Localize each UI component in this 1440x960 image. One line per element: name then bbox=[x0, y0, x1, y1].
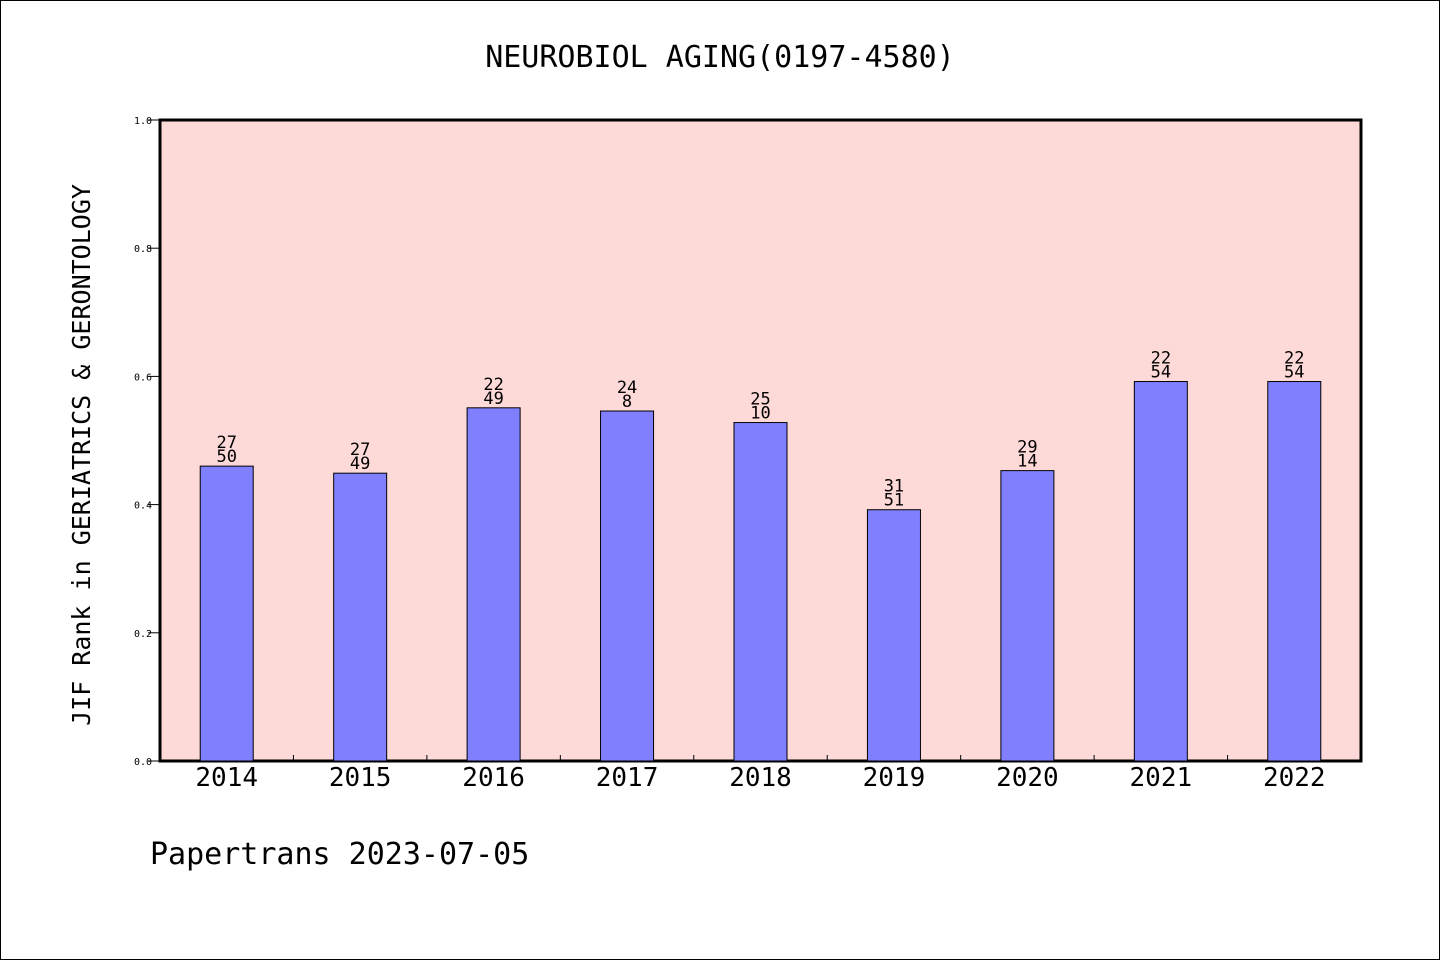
x-tick-label-2019: 2019 bbox=[863, 763, 926, 793]
bar-label-rank-2021: 22 bbox=[1151, 349, 1171, 369]
bar-label-rank-2014: 27 bbox=[216, 433, 236, 453]
bar-label-rank-2017: 24 bbox=[617, 378, 637, 398]
x-axis: 2014 2015 2016 2017 2018 2019 2020 2021 2022 bbox=[195, 755, 1326, 793]
y-tick-label: 0.6 bbox=[134, 372, 152, 383]
bar-2019 bbox=[866, 509, 921, 762]
y-tick-label: 0.8 bbox=[134, 244, 152, 255]
x-tick-label-2022: 2022 bbox=[1263, 763, 1326, 793]
bar-2017 bbox=[600, 410, 655, 762]
x-tick-label-2018: 2018 bbox=[729, 763, 792, 793]
bar-label-total-2016: 49 bbox=[483, 389, 503, 409]
bar-2022 bbox=[1267, 381, 1322, 762]
y-tick-label: 0.2 bbox=[134, 629, 152, 640]
y-tick-label: 0.0 bbox=[134, 757, 152, 768]
bar-label-rank-2015: 27 bbox=[350, 440, 370, 460]
x-tick-label-2015: 2015 bbox=[329, 763, 392, 793]
bars-group bbox=[199, 381, 1322, 762]
bar-2020 bbox=[1000, 470, 1055, 762]
bar-label-total-2017: 8 bbox=[622, 392, 632, 412]
x-tick-label-2014: 2014 bbox=[195, 763, 258, 793]
y-axis-label: JIF Rank in GERIATRICS & GERONTOLOGY bbox=[67, 184, 96, 726]
bar-2014 bbox=[199, 465, 254, 762]
y-axis: 0.0 0.2 0.4 0.6 0.8 1.0 bbox=[134, 116, 160, 768]
bar-label-total-2020: 14 bbox=[1017, 452, 1037, 472]
bar-label-rank-2018: 25 bbox=[750, 390, 770, 410]
bar-2021 bbox=[1133, 381, 1188, 762]
x-tick-label-2017: 2017 bbox=[596, 763, 659, 793]
bar-label-total-2014: 50 bbox=[216, 447, 236, 467]
bar-label-rank-2016: 22 bbox=[483, 375, 503, 395]
chart-title: NEUROBIOL AGING(0197-4580) bbox=[485, 40, 955, 75]
bar-label-total-2021: 54 bbox=[1151, 363, 1171, 383]
bar-2015 bbox=[333, 472, 388, 762]
bar-label-rank-2019: 31 bbox=[884, 477, 904, 497]
footer-stamp: Papertrans 2023-07-05 bbox=[150, 837, 529, 872]
y-tick-label: 0.4 bbox=[134, 501, 152, 512]
x-tick-label-2020: 2020 bbox=[996, 763, 1059, 793]
bar-label-rank-2022: 22 bbox=[1284, 349, 1304, 369]
bar-label-total-2015: 49 bbox=[350, 454, 370, 474]
bar-label-total-2019: 51 bbox=[884, 491, 904, 511]
x-tick-label-2021: 2021 bbox=[1130, 763, 1193, 793]
x-tick-label-2016: 2016 bbox=[462, 763, 525, 793]
bar-label-rank-2020: 29 bbox=[1017, 438, 1037, 458]
bar-2018 bbox=[733, 422, 788, 762]
bar-label-total-2022: 54 bbox=[1284, 363, 1304, 383]
bar-2016 bbox=[466, 407, 521, 762]
bar-label-total-2018: 10 bbox=[750, 404, 770, 424]
y-tick-label: 1.0 bbox=[134, 116, 152, 127]
